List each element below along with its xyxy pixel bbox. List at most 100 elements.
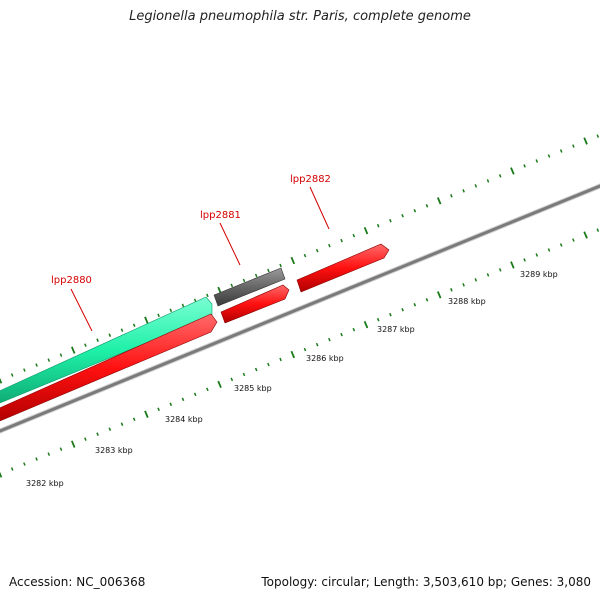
lower-tick-mark (352, 327, 356, 332)
upper-tick-mark (436, 197, 442, 205)
lower-tick-mark (23, 462, 26, 466)
upper-tick-mark (242, 278, 246, 283)
gene-reverse-2[interactable] (220, 284, 290, 324)
lower-tick-mark (47, 452, 51, 456)
upper-tick-mark (206, 293, 209, 298)
upper-tick-mark (132, 323, 136, 327)
lower-tick-mark (436, 291, 442, 299)
upper-tick-mark (10, 373, 14, 377)
lower-tick-mark (157, 407, 160, 412)
upper-tick-mark (120, 328, 124, 332)
upper-tick-mark (181, 303, 185, 308)
upper-tick-mark (352, 233, 356, 238)
lower-tick-mark (70, 440, 76, 448)
lower-tick-mark (462, 283, 465, 287)
gene-reverse-1[interactable] (0, 313, 218, 423)
upper-tick-mark (23, 368, 26, 372)
lower-tick-mark (120, 422, 124, 426)
upper-tick-mark (535, 159, 539, 163)
gene-leader-lines (70, 186, 330, 332)
lower-tick-mark (498, 268, 502, 272)
lower-tick-mark (523, 258, 526, 262)
lower-tick-mark (169, 402, 173, 407)
lower-tick-mark (242, 372, 246, 377)
lower-tick-mark (596, 228, 600, 232)
scale-label-3289: 3289 kbp (520, 270, 558, 279)
lower-tick-mark (132, 417, 136, 421)
upper-tick-mark (47, 358, 51, 362)
upper-tick-mark (169, 308, 173, 313)
upper-tick-mark (596, 134, 600, 138)
lower-tick-mark (279, 357, 282, 362)
lower-tick-mark (230, 377, 234, 382)
upper-tick-mark (340, 238, 343, 243)
lower-tick-mark (254, 367, 258, 372)
lower-tick-mark (35, 457, 38, 461)
lower-tick-mark (425, 298, 429, 302)
lower-tick-mark (290, 350, 296, 359)
upper-tick-mark (70, 346, 76, 354)
lower-tick-mark (108, 427, 112, 431)
lower-tick-mark (217, 380, 222, 389)
lower-tick-mark (303, 347, 307, 352)
lower-tick-mark (401, 308, 404, 312)
lower-tick-mark (413, 303, 417, 307)
lower-tick-mark (181, 397, 185, 402)
lower-tick-mark (315, 342, 319, 347)
lower-tick-mark (206, 387, 209, 392)
upper-tick-mark (108, 333, 112, 337)
upper-tick-mark (279, 263, 282, 268)
upper-tick-mark (315, 248, 319, 253)
upper-tick-mark (35, 363, 38, 367)
upper-tick-mark (510, 167, 515, 175)
upper-tick-mark (583, 137, 588, 145)
lower-tick-mark (572, 238, 575, 242)
scale-label-3288: 3288 kbp (448, 297, 486, 306)
gene-label-lpp2881[interactable]: lpp2881 (200, 210, 241, 221)
upper-tick-mark (425, 204, 429, 208)
upper-tick-mark (290, 256, 296, 265)
upper-tick-mark (59, 353, 63, 357)
upper-tick-mark (401, 214, 404, 218)
upper-tick-track (0, 134, 600, 384)
lower-tick-mark (193, 392, 197, 397)
gene-reverse-3[interactable] (296, 243, 390, 293)
gene-lpp2881-feature[interactable] (213, 267, 286, 307)
upper-tick-mark (328, 243, 331, 248)
upper-tick-mark (193, 298, 197, 303)
accession-text: Accession: NC_006368 (9, 575, 146, 589)
genome-summary-text: Topology: circular; Length: 3,503,610 bp… (261, 575, 591, 589)
gene-lpp2880-feature[interactable] (0, 296, 213, 405)
upper-tick-mark (230, 283, 234, 288)
upper-tick-mark (303, 253, 307, 258)
upper-tick-mark (474, 184, 478, 188)
upper-tick-mark (547, 154, 551, 158)
upper-tick-mark (572, 144, 575, 148)
map-title: Legionella pneumophila str. Paris, compl… (129, 9, 471, 24)
upper-tick-mark (0, 377, 3, 384)
lower-tick-mark (389, 312, 392, 317)
upper-tick-mark (363, 226, 369, 235)
gene-label-lpp2882[interactable]: lpp2882 (290, 174, 331, 185)
lower-tick-mark (559, 243, 563, 247)
lower-tick-mark (583, 231, 588, 239)
lower-tick-track (0, 228, 600, 478)
upper-tick-mark (144, 316, 149, 324)
upper-tick-mark (559, 149, 563, 153)
upper-tick-mark (486, 179, 490, 183)
upper-tick-mark (157, 313, 160, 318)
lower-tick-mark (340, 332, 343, 337)
lower-tick-mark (363, 320, 369, 329)
lower-tick-mark (267, 362, 270, 367)
upper-tick-mark (413, 209, 417, 213)
upper-tick-mark (523, 164, 526, 168)
upper-tick-mark (267, 268, 270, 273)
upper-tick-mark (450, 194, 453, 198)
lower-tick-mark (10, 467, 14, 471)
lower-tick-mark (59, 447, 63, 451)
gene-label-lpp2880[interactable]: lpp2880 (51, 275, 92, 286)
scale-label-3284: 3284 kbp (165, 415, 203, 424)
scale-label-3286: 3286 kbp (306, 354, 344, 363)
upper-tick-mark (389, 218, 392, 223)
